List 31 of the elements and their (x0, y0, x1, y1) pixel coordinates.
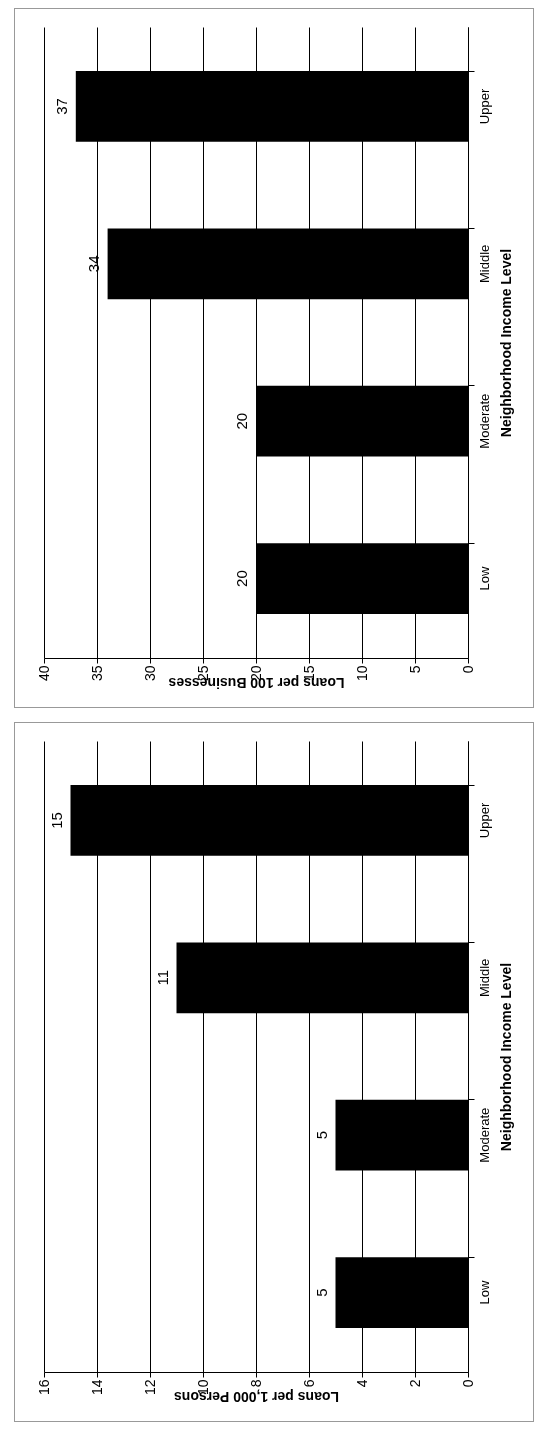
y-tick-label: Middle (476, 244, 492, 283)
y-tick-label: Moderate (476, 393, 492, 449)
x-tick-label: 16 (35, 1379, 52, 1396)
y-tick-label: Low (476, 1280, 492, 1305)
data-label: 5 (312, 1131, 330, 1140)
y-axis-title: Neighborhood Income Level (497, 248, 514, 438)
data-label: 20 (233, 412, 250, 430)
x-tick-label: 4 (353, 1379, 370, 1388)
y-tick-label: Upper (476, 802, 492, 839)
x-tick-label: 10 (353, 665, 370, 682)
y-tick-label: Low (476, 566, 492, 591)
y-tick-label: Upper (476, 88, 492, 125)
x-tick-label: 12 (141, 1379, 158, 1396)
x-tick-label: 35 (88, 665, 105, 682)
x-tick-label: 0 (459, 1379, 476, 1388)
y-tick-label: Middle (476, 958, 492, 997)
x-tick-label: 14 (88, 1379, 105, 1396)
y-tick-label: Moderate (476, 1107, 492, 1163)
x-tick-label: 40 (35, 665, 52, 682)
data-label: 11 (153, 970, 171, 986)
x-tick-label: 2 (406, 1379, 423, 1388)
x-tick-label: 6 (300, 1379, 317, 1388)
x-tick-label: 8 (247, 1379, 264, 1388)
x-tick-label: 30 (141, 665, 158, 682)
x-tick-label: 5 (406, 665, 423, 674)
data-label: 20 (233, 570, 250, 587)
data-label: 5 (312, 1288, 330, 1297)
y-axis-title: Neighborhood Income Level (497, 962, 514, 1152)
data-label: 37 (52, 98, 70, 115)
data-label: 15 (47, 812, 65, 829)
x-tick-label: 0 (459, 665, 476, 674)
